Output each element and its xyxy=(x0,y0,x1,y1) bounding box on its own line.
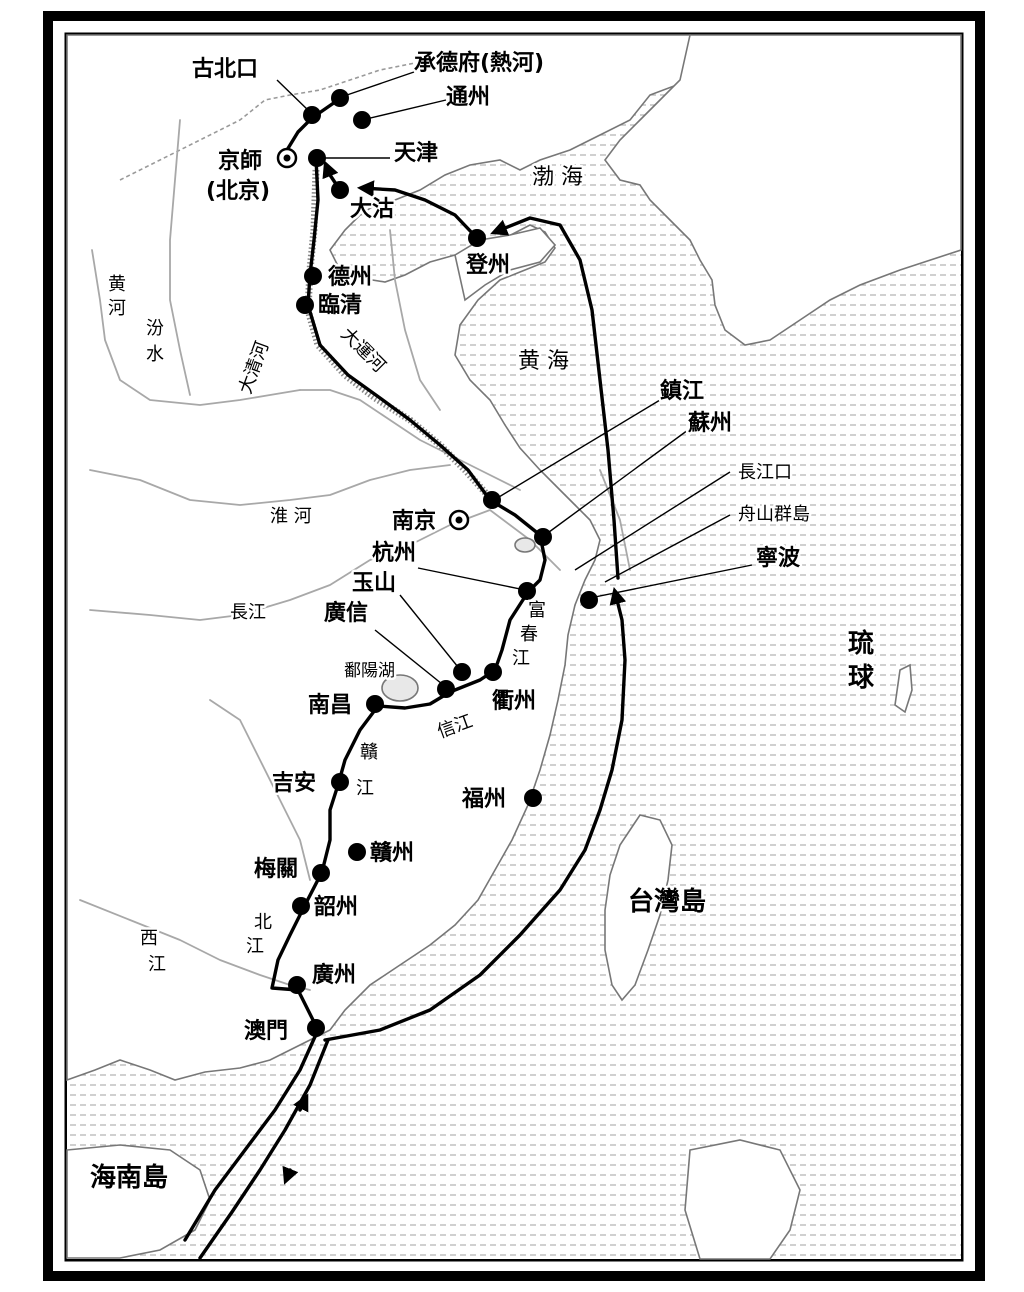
label-fuzhou: 福州 xyxy=(461,787,506,812)
label-suzhou: 蘇州 xyxy=(687,410,732,436)
label-yushan: 玉山 xyxy=(352,571,396,596)
city-tongzhou xyxy=(353,111,371,129)
luzon-fragment xyxy=(684,1139,801,1260)
route-sea-north xyxy=(490,216,620,580)
mainland xyxy=(66,34,701,1082)
label-beijing: (北京) xyxy=(206,178,270,204)
label-beijiang-1: 北 xyxy=(254,912,272,933)
label-jian: 吉安 xyxy=(272,770,316,796)
label-poyanghu: 鄱陽湖 xyxy=(344,661,395,681)
label-liuqiu-1: 琉 xyxy=(848,628,874,659)
label-guangzhou: 廣州 xyxy=(312,962,356,988)
label-shaozhou: 韶州 xyxy=(314,894,358,920)
city-fuzhou xyxy=(524,789,542,807)
outer-frame xyxy=(43,11,985,1281)
label-fenshui-1: 汾 xyxy=(146,318,164,339)
ryukyu-island xyxy=(894,663,913,714)
label-fuchunjiang-2: 春 xyxy=(520,624,538,645)
taihu-lake xyxy=(514,537,536,553)
poyang-lake xyxy=(381,674,419,702)
label-guangxin: 廣信 xyxy=(324,600,368,626)
inner-frame xyxy=(64,32,964,1262)
label-huanghe-1: 黄 xyxy=(108,274,126,295)
label-beijiang-2: 江 xyxy=(246,936,264,957)
city-suzhou xyxy=(534,528,552,546)
city-aomen xyxy=(307,1019,325,1037)
route-sea-south xyxy=(323,587,627,1042)
label-nanjing: 南京 xyxy=(392,508,436,534)
city-quzhou xyxy=(484,663,502,681)
label-quzhou: 衢州 xyxy=(492,688,536,714)
city-guangxin xyxy=(437,680,455,698)
label-gubeikou: 古北口 xyxy=(192,56,258,82)
hainan-island xyxy=(66,1144,211,1259)
label-xijiang-2: 江 xyxy=(148,954,166,975)
label-jingshi: 京師 xyxy=(218,148,262,174)
label-changjiang: 長江 xyxy=(230,602,266,623)
city-dagu xyxy=(331,181,349,199)
city-shaozhou xyxy=(292,897,310,915)
route-macau-southwest-1 xyxy=(183,1028,320,1242)
route-dagu-dengzhou xyxy=(356,180,477,238)
label-dengzhou: 登州 xyxy=(465,253,510,278)
label-dezhou: 德州 xyxy=(328,264,372,290)
label-ganzhou: 贛州 xyxy=(370,840,414,866)
leader-lines xyxy=(276,71,753,689)
city-gubeikou xyxy=(303,106,321,124)
label-ganjiang-2: 江 xyxy=(356,778,374,799)
label-xijiang-1: 西 xyxy=(140,928,158,949)
label-zhenjiang: 鎮江 xyxy=(660,378,704,404)
city-hangzhou xyxy=(518,582,536,600)
city-zhenjiang xyxy=(483,491,501,509)
label-huanghe-2: 河 xyxy=(108,298,126,319)
label-chengde: 承德府(熱河) xyxy=(414,50,544,76)
label-meiguan: 梅關 xyxy=(254,856,298,882)
label-huaihe: 淮 河 xyxy=(270,506,312,527)
label-taiwan: 台灣島 xyxy=(628,886,706,917)
city-jian xyxy=(331,773,349,791)
city-tianjin xyxy=(308,149,326,167)
city-ningbo xyxy=(580,591,598,609)
label-nanchang: 南昌 xyxy=(308,693,352,718)
label-fenshui-2: 水 xyxy=(146,344,164,365)
taiwan-island xyxy=(604,814,673,1002)
label-linqing: 臨清 xyxy=(318,292,362,318)
route-macau-southwest-2 xyxy=(198,1038,330,1260)
city-ganzhou xyxy=(348,843,366,861)
city-linqing xyxy=(296,296,314,314)
label-hangzhou: 杭州 xyxy=(372,540,416,566)
label-fuchunjiang-1: 富 xyxy=(528,600,546,621)
label-huanghai: 黄 海 xyxy=(518,349,569,374)
label-liuqiu-2: 球 xyxy=(848,663,875,693)
city-yushan xyxy=(453,663,471,681)
city-guangzhou xyxy=(288,976,306,994)
city-nanchang xyxy=(366,695,384,713)
label-changjiangkou: 長江口 xyxy=(738,462,792,483)
label-tianjin: 天津 xyxy=(394,140,438,166)
city-dengzhou xyxy=(468,229,486,247)
label-dagu: 大沽 xyxy=(350,197,394,222)
routes xyxy=(183,98,627,1260)
label-hainan: 海南島 xyxy=(90,1163,168,1193)
city-chengde xyxy=(331,89,349,107)
label-fuchunjiang-3: 江 xyxy=(512,648,530,669)
label-bohai: 渤 海 xyxy=(532,165,583,190)
city-dezhou xyxy=(304,267,322,285)
great-wall xyxy=(119,57,461,181)
label-tongzhou: 通州 xyxy=(446,85,490,110)
label-ganjiang-1: 贛 xyxy=(360,742,378,763)
label-aomen: 澳門 xyxy=(244,1018,288,1044)
label-zhoushan: 舟山群島 xyxy=(738,504,810,525)
city-markers xyxy=(276,89,598,1037)
city-meiguan xyxy=(312,864,330,882)
label-ningbo: 寧波 xyxy=(756,545,801,571)
korea-peninsula xyxy=(604,34,962,346)
